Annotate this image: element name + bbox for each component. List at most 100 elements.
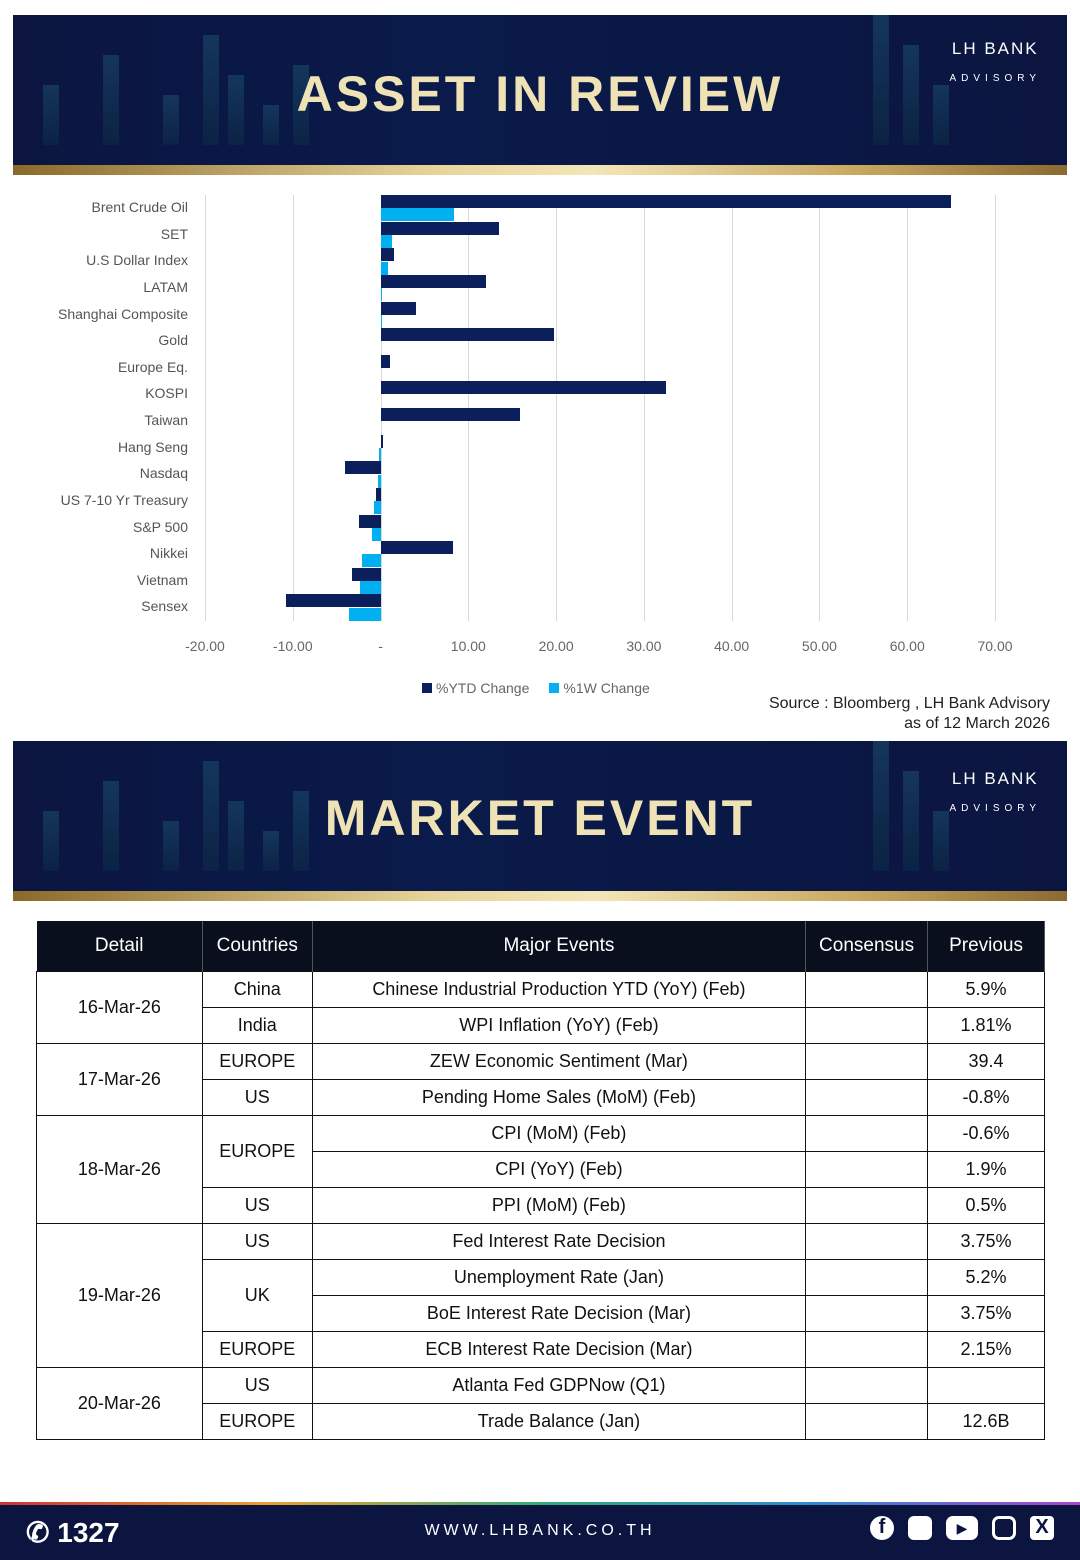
category-label: Nikkei — [149, 545, 188, 562]
category-label: Brent Crude Oil — [91, 199, 188, 215]
event-previous: -0.6% — [927, 1114, 1045, 1152]
column-header: Detail — [36, 921, 203, 971]
event-date: 20-Mar-26 — [36, 1366, 203, 1440]
bar-ytd-change — [380, 541, 453, 555]
category-label: Hang Seng — [117, 438, 188, 455]
bar-ytd-change — [285, 594, 381, 608]
bar-1w-change — [380, 288, 383, 302]
bar-ytd-change — [380, 274, 486, 288]
event-previous: -0.8% — [927, 1078, 1045, 1116]
lh-bank-logo: LH BANK ADVISORY — [950, 39, 1042, 84]
gridline — [907, 195, 909, 621]
event-previous: 5.2% — [927, 1258, 1045, 1296]
event-country: EUROPE — [201, 1330, 313, 1368]
event-consensus — [805, 1258, 929, 1296]
bar-1w-change — [362, 554, 381, 568]
event-consensus — [805, 1186, 929, 1224]
x-icon[interactable]: X — [1030, 1516, 1054, 1540]
table-row: US Pending Home Sales (MoM) (Feb) -0.8% — [37, 1078, 1045, 1116]
event-previous: 1.81% — [927, 1006, 1045, 1044]
bar-ytd-change — [376, 487, 381, 501]
table-row: UK Unemployment Rate (Jan) 5.2% — [37, 1258, 1045, 1332]
event-name: Chinese Industrial Production YTD (YoY) … — [311, 970, 807, 1008]
category-label: Taiwan — [144, 412, 188, 428]
market-event-table: Detail Countries Major Events Consensus Prev… — [36, 921, 1045, 1440]
category-label: Shanghai Composite — [58, 305, 188, 322]
x-tick-label: 50.00 — [801, 638, 837, 654]
event-name: BoE Interest Rate Decision (Mar) — [311, 1294, 807, 1332]
logo-brand: LH BANK — [951, 769, 1039, 788]
gridline — [643, 195, 645, 621]
category-label: KOSPI — [145, 385, 188, 402]
event-country: EUROPE — [201, 1042, 313, 1080]
event-name: Trade Balance (Jan) — [311, 1402, 807, 1440]
x-tick-label: - — [378, 638, 383, 654]
bar-1w-change — [380, 234, 392, 248]
category-label: Vietnam — [136, 571, 188, 588]
table-row: 17-Mar-26 EUROPE ZEW Economic Sentiment (M… — [36, 1042, 1045, 1116]
bar-ytd-change — [380, 248, 394, 262]
phone-number[interactable]: ✆ 1327 — [26, 1517, 120, 1548]
bar-ytd-change — [380, 354, 391, 368]
gridline — [556, 195, 558, 621]
table-row: India WPI Inflation (YoY) (Feb) 1.81% — [37, 1006, 1045, 1044]
bar-ytd-change — [380, 195, 952, 208]
event-name: CPI (YoY) (Feb) — [311, 1150, 807, 1188]
bar-1w-change — [348, 607, 381, 621]
event-date: 19-Mar-26 — [36, 1222, 203, 1368]
instagram-icon[interactable] — [992, 1516, 1016, 1540]
event-previous — [927, 1366, 1045, 1404]
event-consensus — [805, 1114, 929, 1152]
category-label: SET — [160, 225, 188, 242]
event-previous: 0.5% — [927, 1186, 1045, 1224]
line-icon[interactable] — [908, 1516, 932, 1540]
gridline — [819, 195, 821, 621]
column-header: Major Events — [312, 921, 807, 971]
event-consensus — [805, 970, 929, 1008]
bar-1w-change — [380, 314, 382, 328]
asset-review-banner: ASSET IN REVIEW LH BANK ADVISORY — [13, 15, 1067, 175]
event-country: India — [201, 1006, 313, 1044]
table-row: US PPI (MoM) (Feb) 0.5% — [37, 1186, 1045, 1224]
event-name: Unemployment Rate (Jan) — [311, 1258, 807, 1296]
bar-ytd-change — [352, 567, 381, 581]
gridline — [205, 195, 206, 621]
event-consensus — [805, 1042, 929, 1080]
banner-decoration — [13, 741, 1067, 901]
bar-ytd-change — [358, 514, 381, 528]
event-country: US — [201, 1366, 313, 1404]
x-tick-label: 60.00 — [889, 638, 925, 654]
x-tick-label: 10.00 — [450, 638, 486, 654]
website-link[interactable]: WWW.LHBANK.CO.TH — [424, 1522, 656, 1539]
table-row: CPI (YoY) (Feb) 1.9% — [37, 1150, 1045, 1188]
table-row: 16-Mar-26 China Chinese Industrial Product… — [36, 970, 1045, 1044]
category-label: U.S Dollar Index — [86, 252, 188, 269]
category-label: Gold — [158, 332, 188, 349]
table-row: EUROPE ECB Interest Rate Decision (Mar) 2.… — [37, 1330, 1045, 1368]
event-previous: 5.9% — [927, 970, 1045, 1008]
event-previous: 1.9% — [927, 1150, 1045, 1188]
event-previous: 39.4 — [927, 1042, 1045, 1080]
chart-legend: %YTD Change %1W Change — [422, 680, 650, 696]
banner-title: ASSET IN REVIEW — [296, 66, 784, 122]
event-consensus — [805, 1366, 929, 1404]
category-label: Nasdaq — [139, 465, 188, 482]
event-name: Fed Interest Rate Decision — [311, 1222, 807, 1260]
table-row: EUROPE Trade Balance (Jan) 12.6B — [37, 1402, 1045, 1440]
event-name: ZEW Economic Sentiment (Mar) — [311, 1042, 807, 1080]
table-row: 20-Mar-26 US Atlanta Fed GDPNow (Q1) — [36, 1366, 1045, 1440]
market-event-banner: MARKET EVENT LH BANK ADVISORY — [13, 741, 1067, 901]
event-country: US — [201, 1186, 313, 1224]
event-date: 17-Mar-26 — [36, 1042, 203, 1116]
facebook-icon[interactable]: f — [870, 1516, 894, 1540]
event-consensus — [805, 1150, 929, 1188]
event-country: China — [201, 970, 313, 1008]
bar-ytd-change — [380, 408, 521, 421]
youtube-icon[interactable]: ▶ — [946, 1516, 978, 1540]
lh-bank-logo: LH BANK ADVISORY — [950, 769, 1042, 814]
bar-ytd-change — [380, 221, 500, 235]
bar-ytd-change — [380, 381, 666, 395]
bar-1w-change — [360, 581, 381, 595]
event-country: EUROPE — [201, 1114, 313, 1188]
x-tick-label: 20.00 — [538, 638, 574, 654]
